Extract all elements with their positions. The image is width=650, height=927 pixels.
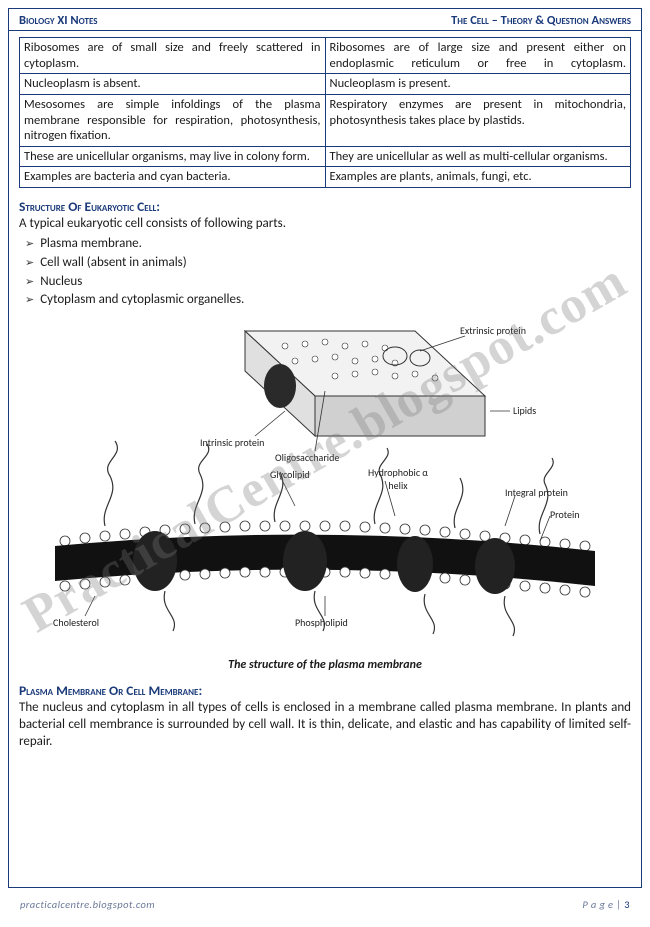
list-item: Plasma membrane. <box>25 235 631 254</box>
comparison-table: Ribosomes are of small size and freely s… <box>19 37 631 188</box>
fig-label-integral: Integral protein <box>505 486 568 499</box>
footer-url: practicalcentre.blogspot.com <box>20 898 155 911</box>
fig-label-hydro: Hydrophobic α helix <box>363 466 433 492</box>
cell-left: Examples are bacteria and cyan bacteria. <box>20 167 326 188</box>
table-row: These are unicellular organisms, may liv… <box>20 146 631 167</box>
list-item: Cell wall (absent in animals) <box>25 254 631 273</box>
footer-page: P a g e | 3 <box>582 898 630 911</box>
page-footer: practicalcentre.blogspot.com P a g e | 3 <box>8 896 642 911</box>
cell-right: Nucleoplasm is present. <box>325 74 631 95</box>
section-intro: A typical eukaryotic cell consists of fo… <box>19 216 631 233</box>
fig-label-glyco: Glycolipid <box>270 468 310 481</box>
cell-left: These are unicellular organisms, may liv… <box>20 146 326 167</box>
header-left: Biology XI Notes <box>19 13 98 28</box>
cell-right: Respiratory enzymes are present in mitoc… <box>325 94 631 146</box>
figure-container: Extrinsic protein Lipids Intrinsic prote… <box>19 316 631 672</box>
cell-right: Ribosomes are of large size and present … <box>325 38 631 74</box>
header-right: The Cell – Theory & Question Answers <box>451 13 631 28</box>
fig-label-phospho: Phospholipid <box>295 616 348 629</box>
table-row: Examples are bacteria and cyan bacteria.… <box>20 167 631 188</box>
page-content: Ribosomes are of small size and freely s… <box>9 31 641 887</box>
cell-left: Ribosomes are of small size and freely s… <box>20 38 326 74</box>
cell-right: They are unicellular as well as multi-ce… <box>325 146 631 167</box>
fig-label-lipids: Lipids <box>513 404 536 417</box>
fig-label-chol: Cholesterol <box>53 616 99 629</box>
table-row: Ribosomes are of small size and freely s… <box>20 38 631 74</box>
figure-caption: The structure of the plasma membrane <box>19 658 631 672</box>
footer-page-label: P a g e | <box>582 898 624 911</box>
fig-label-protein: Protein <box>550 508 580 521</box>
fig-label-extrinsic: Extrinsic protein <box>460 324 526 337</box>
page-header: Biology XI Notes The Cell – Theory & Que… <box>9 9 641 31</box>
fig-label-intrinsic: Intrinsic protein <box>200 436 264 449</box>
footer-page-num: 3 <box>624 898 630 911</box>
section-title-eukaryotic: Structure Of Eukaryotic Cell: <box>19 198 631 215</box>
bullet-list: Plasma membrane. Cell wall (absent in an… <box>19 235 631 310</box>
fig-label-oligo: Oligosaccharide <box>275 451 339 464</box>
table-row: Mesosomes are simple infoldings of the p… <box>20 94 631 146</box>
cell-left: Mesosomes are simple infoldings of the p… <box>20 94 326 146</box>
section-paragraph: The nucleus and cytoplasm in all types o… <box>19 700 631 751</box>
membrane-figure: Extrinsic protein Lipids Intrinsic prote… <box>45 316 605 656</box>
cell-right: Examples are plants, animals, fungi, etc… <box>325 167 631 188</box>
section-title-plasma: Plasma Membrane Or Cell Membrane: <box>19 682 631 699</box>
list-item: Cytoplasm and cytoplasmic organelles. <box>25 291 631 310</box>
table-row: Nucleoplasm is absent. Nucleoplasm is pr… <box>20 74 631 95</box>
page-frame: Biology XI Notes The Cell – Theory & Que… <box>8 8 642 888</box>
list-item: Nucleus <box>25 273 631 292</box>
cell-left: Nucleoplasm is absent. <box>20 74 326 95</box>
